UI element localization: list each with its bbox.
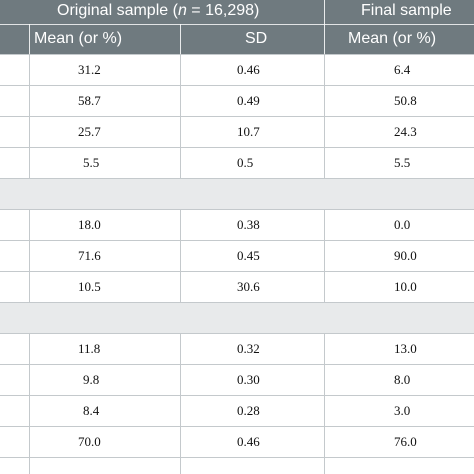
table-row: 5.5 0.5 5.5 [0,148,474,178]
table-row: 25.7 10.7 24.3 [0,117,474,147]
cell-mean-final: 90.0 [394,248,417,263]
cell-mean-final: 50.8 [394,93,417,108]
row-divider [0,364,474,365]
row-divider [0,209,474,210]
original-sample-n-symbol: n [177,2,187,19]
mean-column-header-original: Mean (or %) [34,30,123,47]
cell-sd-original: 0.45 [237,248,260,263]
table-row: 10.5 30.6 10.0 [0,272,474,302]
header-group-divider [324,0,325,24]
cell-sd-original: 0.38 [237,217,260,232]
cell-mean-final: 24.3 [394,124,417,139]
cell-mean-original: 58.7 [78,93,101,108]
final-sample-header: Final sample [361,2,452,19]
cell-mean-final: 8.0 [394,372,411,387]
column-divider [324,333,325,474]
original-sample-label: Original sample ( [57,2,178,19]
cell-mean-original: 71.6 [78,248,101,263]
column-divider [324,209,325,303]
row-divider [0,85,474,86]
column-divider [180,54,181,179]
table-row: 31.2 0.46 6.4 [0,55,474,85]
cell-mean-final: 0.0 [394,217,411,232]
cell-sd-original: 0.46 [237,434,260,449]
row-divider [0,147,474,148]
cell-mean-original: 5.5 [83,155,100,170]
cell-sd-original: 0.46 [237,62,260,77]
cell-sd-original: 0.28 [237,403,260,418]
row-divider [0,178,474,179]
row-divider [0,426,474,427]
original-sample-header: Original sample (n = 16,298) [57,2,259,20]
section-row [0,179,474,209]
cell-mean-final: 76.0 [394,434,417,449]
cell-mean-original: 70.0 [78,434,101,449]
cell-sd-original: 0.49 [237,93,260,108]
cell-sd-original: 0.5 [237,155,254,170]
cell-mean-original: 10.5 [78,279,101,294]
section-row [0,303,474,333]
table-row: 70.0 0.46 76.0 [0,427,474,457]
table-row: 58.7 0.49 50.8 [0,86,474,116]
header-divider [0,24,474,25]
row-divider [0,240,474,241]
cell-mean-original: 8.4 [83,403,100,418]
table-row: 11.8 0.32 13.0 [0,334,474,364]
column-divider [29,333,30,474]
cell-sd-original: 0.32 [237,341,260,356]
row-divider [0,333,474,334]
header-col-divider-3 [324,24,325,54]
cell-mean-final: 6.4 [394,62,411,77]
column-divider [29,209,30,303]
row-divider [0,54,474,55]
mean-column-header-final: Mean (or %) [348,30,437,47]
cell-mean-final: 10.0 [394,279,417,294]
column-divider [29,54,30,179]
row-divider [0,271,474,272]
cell-sd-original: 0.30 [237,372,260,387]
table-header-group-row: Original sample (n = 16,298) Final sampl… [0,0,474,24]
column-divider [180,209,181,303]
table-row: 8.4 0.28 3.0 [0,396,474,426]
cell-mean-original: 25.7 [78,124,101,139]
header-col-divider-2 [180,24,181,54]
cell-mean-original: 31.2 [78,62,101,77]
cell-mean-final: 3.0 [394,403,411,418]
row-divider [0,116,474,117]
cell-sd-original: 10.7 [237,124,260,139]
cell-mean-original: 18.0 [78,217,101,232]
row-divider [0,457,474,458]
cell-mean-final: 5.5 [394,155,411,170]
column-divider [324,54,325,179]
header-col-divider-1 [29,24,30,54]
cell-sd-original: 30.6 [237,279,260,294]
table-header-column-row: Mean (or %) SD Mean (or %) [0,24,474,54]
sd-column-header-original: SD [245,30,268,47]
original-sample-n-value: = 16,298) [186,2,260,19]
column-divider [180,333,181,474]
cell-mean-original: 9.8 [83,372,100,387]
row-divider [0,302,474,303]
row-divider [0,395,474,396]
table-row: 18.0 0.38 0.0 [0,210,474,240]
table-row: 71.6 0.45 90.0 [0,241,474,271]
table-row: 9.8 0.30 8.0 [0,365,474,395]
cell-mean-final: 13.0 [394,341,417,356]
cell-mean-original: 11.8 [78,341,101,356]
